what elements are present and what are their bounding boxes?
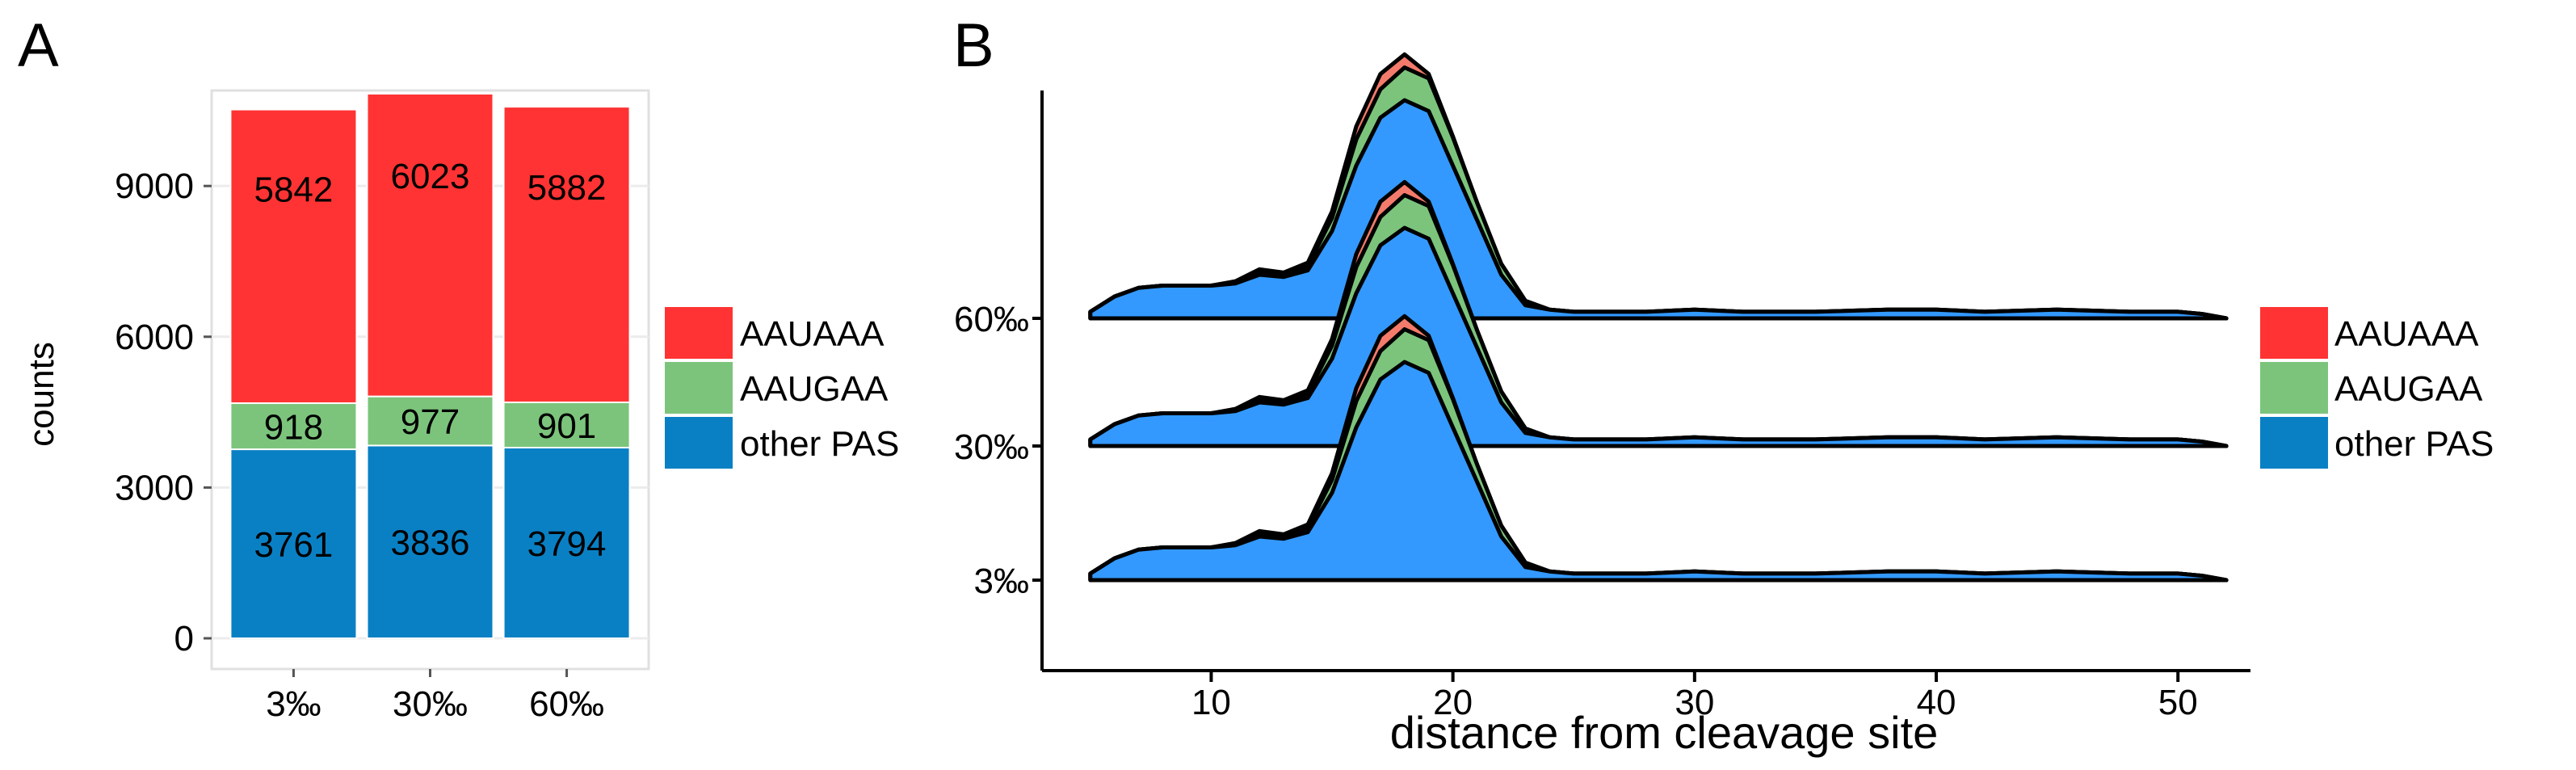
value-label-30-aaugaa: 977 xyxy=(401,402,460,442)
panel-b-label: B xyxy=(953,11,994,80)
y-tick-label-3000: 3000 xyxy=(115,468,194,507)
x-tick-label-40: 40 xyxy=(1917,683,1956,722)
panel-a: A 3761 918 5842 3836 977 6023 3794 901 5882 0 300… xyxy=(18,11,899,724)
panel-a-legend: AAUAAA AAUGAA other PAS xyxy=(665,307,899,469)
y-tick-label-0: 0 xyxy=(174,619,194,658)
bar-30-aaugaa xyxy=(366,395,494,447)
panel-b-ridges xyxy=(1088,52,2229,583)
density-30-other-pas xyxy=(1088,225,2229,448)
panel-a-label: A xyxy=(18,11,59,80)
value-label-30-aauaaa: 6023 xyxy=(391,157,470,196)
bar-3-other-pas xyxy=(229,448,358,639)
bar-60-aaugaa xyxy=(502,401,631,449)
panel-b-y-ticks: 3‰ 30‰ 60‰ xyxy=(954,300,1042,601)
y-tick-label-60: 60‰ xyxy=(954,300,1029,339)
panel-b-x-ticks: 10 20 30 40 50 xyxy=(1191,671,2198,722)
legend-swatch-other-pas xyxy=(665,417,733,469)
panel-b-legend: AAUAAA AAUGAA other PAS xyxy=(2260,307,2494,469)
bar-60-other-pas xyxy=(502,447,631,639)
density-60-other-pas xyxy=(1088,98,2229,321)
value-label-3-aauaaa: 5842 xyxy=(254,170,333,210)
legend-swatch-other-pas xyxy=(2260,417,2328,469)
x-tick-label-30: 30‰ xyxy=(393,684,468,724)
legend-swatch-aaugaa xyxy=(665,362,733,414)
value-label-60-aauaaa: 5882 xyxy=(527,168,607,208)
panel-a-x-ticks: 3‰ 30‰ 60‰ xyxy=(266,669,604,724)
panel-a-value-labels: 3761 918 5842 3836 977 6023 3794 901 5882 xyxy=(254,157,606,565)
x-tick-label-30: 30 xyxy=(1675,683,1714,722)
x-tick-label-10: 10 xyxy=(1191,683,1231,722)
panel-a-y-axis-label: counts xyxy=(22,342,61,447)
y-tick-label-9000: 9000 xyxy=(115,166,194,206)
y-tick-label-3: 3‰ xyxy=(974,562,1029,601)
legend-swatch-aauaaa xyxy=(2260,307,2328,359)
density-3-other-pas xyxy=(1088,360,2229,583)
value-label-60-aaugaa: 901 xyxy=(537,406,596,446)
ridge-3 xyxy=(1088,313,2229,583)
bar-30-other-pas xyxy=(366,444,494,639)
legend-label-aaugaa: AAUGAA xyxy=(2334,369,2483,409)
legend-label-aaugaa: AAUGAA xyxy=(740,369,889,409)
ridge-60 xyxy=(1088,52,2229,321)
y-tick-label-6000: 6000 xyxy=(115,318,194,357)
legend-label-aauaaa: AAUAAA xyxy=(740,314,885,354)
panel-a-bars xyxy=(229,92,631,639)
legend-label-aauaaa: AAUAAA xyxy=(2334,314,2479,354)
value-label-60-other-pas: 3794 xyxy=(527,524,607,564)
panel-a-y-ticks: 0 3000 6000 9000 xyxy=(115,166,212,658)
legend-swatch-aauaaa xyxy=(665,307,733,359)
value-label-3-other-pas: 3761 xyxy=(254,525,333,565)
bar-3-aauaaa xyxy=(229,108,358,404)
panel-b: B 3‰ 30‰ 60‰ 10 20 30 40 50 distance from clea… xyxy=(953,11,2494,758)
value-label-30-other-pas: 3836 xyxy=(391,524,470,563)
legend-label-other-pas: other PAS xyxy=(740,424,899,464)
bar-30-aauaaa xyxy=(366,92,494,398)
panel-b-x-axis-label: distance from cleavage site xyxy=(1390,707,1939,758)
y-tick-label-30: 30‰ xyxy=(954,427,1029,467)
x-tick-label-50: 50 xyxy=(2158,683,2198,722)
x-tick-label-20: 20 xyxy=(1433,683,1473,722)
legend-label-other-pas: other PAS xyxy=(2334,424,2494,464)
x-tick-label-3: 3‰ xyxy=(266,684,321,724)
legend-swatch-aaugaa xyxy=(2260,362,2328,414)
bar-60-aauaaa xyxy=(502,106,631,403)
x-tick-label-60: 60‰ xyxy=(529,684,604,724)
value-label-3-aaugaa: 918 xyxy=(264,408,323,448)
